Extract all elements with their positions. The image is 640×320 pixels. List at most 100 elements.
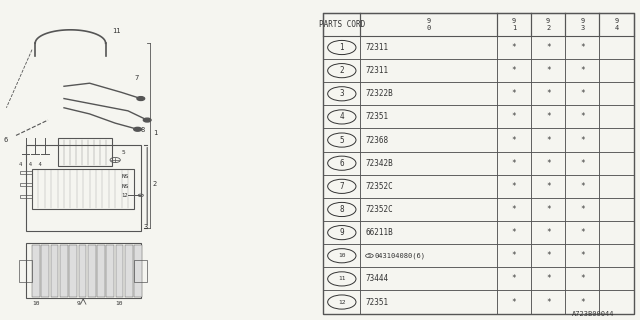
Text: 72351: 72351 <box>365 112 388 121</box>
Bar <box>134 260 147 282</box>
Text: 8: 8 <box>339 205 344 214</box>
Text: NS: NS <box>122 174 129 180</box>
Text: 10: 10 <box>32 301 40 306</box>
Text: *: * <box>512 136 516 145</box>
Bar <box>125 244 132 297</box>
Text: *: * <box>546 66 550 75</box>
Text: 1: 1 <box>339 43 344 52</box>
Text: *: * <box>580 112 585 121</box>
Text: 66211B: 66211B <box>365 228 394 237</box>
Text: 8: 8 <box>141 127 145 133</box>
Text: 9: 9 <box>77 301 81 306</box>
Bar <box>69 244 77 297</box>
Text: *: * <box>580 205 585 214</box>
Text: 6: 6 <box>339 159 344 168</box>
Text: 12: 12 <box>122 193 128 198</box>
Bar <box>106 244 114 297</box>
Bar <box>42 244 49 297</box>
Text: 7: 7 <box>339 182 344 191</box>
Text: *: * <box>580 274 585 284</box>
Text: S: S <box>368 253 371 258</box>
Text: 1: 1 <box>154 131 158 136</box>
Text: *: * <box>512 66 516 75</box>
Text: 5: 5 <box>339 136 344 145</box>
Bar <box>19 260 32 282</box>
Text: 4: 4 <box>339 112 344 121</box>
Bar <box>20 171 32 174</box>
Text: 043104080(6): 043104080(6) <box>374 252 426 259</box>
Text: 6: 6 <box>3 137 8 143</box>
Text: *: * <box>512 298 516 307</box>
Circle shape <box>137 97 145 100</box>
Text: *: * <box>546 89 550 98</box>
Bar <box>97 244 105 297</box>
Bar <box>20 183 32 186</box>
Text: *: * <box>580 298 585 307</box>
Bar <box>51 244 58 297</box>
Text: *: * <box>512 228 516 237</box>
Text: 72342B: 72342B <box>365 159 394 168</box>
Bar <box>60 244 68 297</box>
Text: 12: 12 <box>338 300 346 305</box>
Text: 72352C: 72352C <box>365 205 394 214</box>
Text: 11: 11 <box>112 28 120 34</box>
Circle shape <box>134 127 141 131</box>
Text: 72311: 72311 <box>365 43 388 52</box>
Bar <box>32 244 40 297</box>
Text: *: * <box>580 228 585 237</box>
Text: *: * <box>546 251 550 260</box>
Text: 11: 11 <box>338 276 346 281</box>
Text: *: * <box>580 66 585 75</box>
Bar <box>323 13 634 314</box>
Text: A723B00044: A723B00044 <box>572 311 614 317</box>
Text: *: * <box>512 159 516 168</box>
Text: *: * <box>580 159 585 168</box>
Text: 72352C: 72352C <box>365 182 394 191</box>
Text: *: * <box>512 182 516 191</box>
Text: *: * <box>512 251 516 260</box>
Bar <box>116 244 124 297</box>
Text: *: * <box>512 89 516 98</box>
Text: *: * <box>580 251 585 260</box>
Text: 10: 10 <box>338 253 346 258</box>
Text: 2: 2 <box>339 66 344 75</box>
Text: *: * <box>512 112 516 121</box>
Bar <box>26 145 141 231</box>
Bar <box>20 195 32 198</box>
Text: 2: 2 <box>152 181 157 187</box>
Text: 9
0: 9 0 <box>427 18 431 31</box>
Text: *: * <box>580 182 585 191</box>
Text: 3: 3 <box>144 224 148 230</box>
Text: *: * <box>512 43 516 52</box>
Bar <box>88 244 95 297</box>
Text: 3: 3 <box>339 89 344 98</box>
Bar <box>32 169 134 209</box>
Text: *: * <box>546 112 550 121</box>
Text: 4  4  4: 4 4 4 <box>19 162 42 167</box>
Text: 72322B: 72322B <box>365 89 394 98</box>
Text: 73444: 73444 <box>365 274 388 284</box>
Bar <box>79 244 86 297</box>
Text: *: * <box>546 136 550 145</box>
Bar <box>134 244 142 297</box>
Text: NS: NS <box>122 184 129 189</box>
Text: *: * <box>580 43 585 52</box>
Text: *: * <box>546 274 550 284</box>
Text: 5: 5 <box>122 150 125 155</box>
Text: *: * <box>546 228 550 237</box>
Text: PARTS CORD: PARTS CORD <box>319 20 365 29</box>
Text: *: * <box>546 43 550 52</box>
Text: *: * <box>512 205 516 214</box>
Circle shape <box>143 118 151 122</box>
Text: *: * <box>512 274 516 284</box>
Text: 9
4: 9 4 <box>614 18 619 31</box>
Text: 9: 9 <box>339 228 344 237</box>
Text: 9
2: 9 2 <box>546 18 550 31</box>
Text: *: * <box>546 298 550 307</box>
Text: 72368: 72368 <box>365 136 388 145</box>
Text: 9
1: 9 1 <box>512 18 516 31</box>
Text: 72351: 72351 <box>365 298 388 307</box>
Bar <box>26 243 141 298</box>
Text: 10: 10 <box>115 301 123 306</box>
Text: 7: 7 <box>134 75 139 81</box>
